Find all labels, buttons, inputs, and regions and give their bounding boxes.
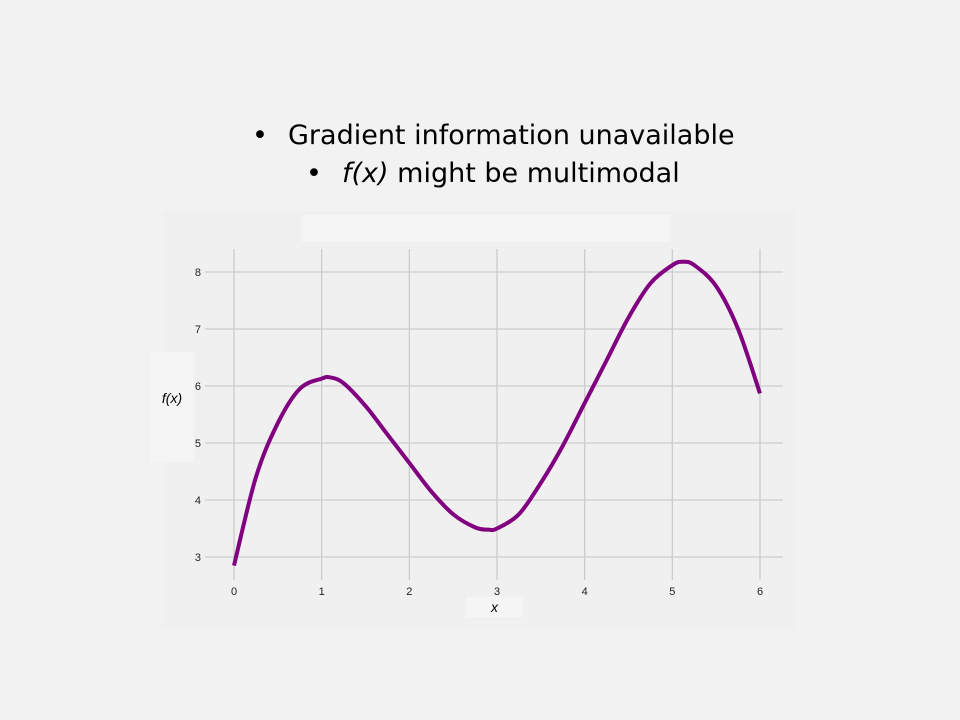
- bullet-marker: •: [252, 120, 268, 151]
- bullet-gradient: • Gradient information unavailable: [252, 116, 735, 156]
- bullet-text: Gradient information unavailable: [288, 120, 735, 151]
- chart-panel: [163, 211, 796, 628]
- bullet-marker: •: [306, 158, 322, 189]
- bullet-text: might be multimodal: [388, 158, 680, 189]
- x-tick-label: 2: [406, 586, 412, 598]
- chart-title-area: [302, 215, 670, 242]
- chart-series: [232, 259, 762, 567]
- y-tick-label: 4: [195, 495, 201, 507]
- x-tick-label: 4: [582, 586, 588, 598]
- y-axis-label-area: [150, 352, 194, 462]
- y-tick-label: 7: [195, 324, 201, 336]
- y-axis-label: f(x): [161, 390, 183, 406]
- bullet-multimodal: • f(x) might be multimodal: [306, 154, 680, 194]
- x-tick-label: 5: [669, 586, 675, 598]
- x-tick-label: 3: [494, 586, 500, 598]
- x-tick-label: 0: [231, 586, 237, 598]
- series-line: [232, 259, 762, 567]
- chart-tick-labels: 0 1 2 3 4 5 6 3 4 5 6 7 8: [195, 267, 763, 598]
- y-tick-label: 5: [195, 438, 201, 450]
- x-tick-label: 1: [319, 586, 325, 598]
- chart-grid: [205, 249, 783, 580]
- x-axis-label: x: [491, 599, 498, 615]
- y-tick-label: 3: [195, 552, 201, 564]
- x-axis-label-area: [466, 597, 523, 617]
- y-tick-label: 6: [195, 381, 201, 393]
- bullet-italic-fx: f(x): [342, 158, 389, 189]
- x-tick-label: 6: [757, 586, 763, 598]
- y-tick-label: 8: [195, 267, 201, 279]
